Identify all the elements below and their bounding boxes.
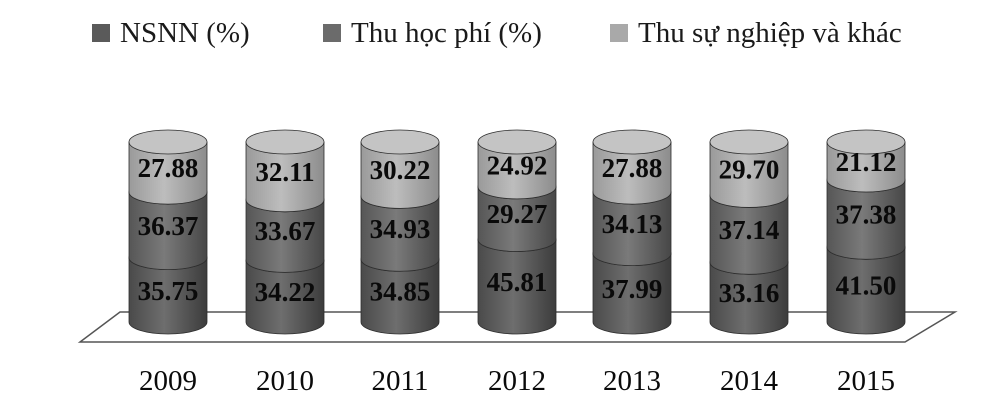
bar-segment-top-2011-2	[360, 129, 440, 155]
bar-segment-2012-2	[477, 141, 557, 200]
bar-segment-2009-2	[128, 141, 208, 205]
bar-segment-2010-1	[245, 199, 325, 273]
data-label-2012-1: 29.27	[487, 199, 548, 229]
x-tick-2014: 2014	[720, 365, 779, 397]
bar-segment-top-2009-2	[128, 129, 208, 155]
x-tick-2015: 2015	[837, 365, 895, 397]
legend-label-1: Thu học phí (%)	[351, 17, 542, 49]
bar-column-2009	[128, 129, 208, 335]
x-tick-2009: 2009	[139, 365, 197, 397]
data-label-2011-1: 34.93	[370, 214, 431, 244]
data-label-2009-1: 36.37	[138, 211, 199, 241]
x-tick-2012: 2012	[488, 365, 546, 397]
data-label-2015-1: 37.38	[836, 200, 897, 230]
legend-swatch-1	[323, 24, 341, 42]
data-label-2010-0: 34.22	[255, 277, 316, 307]
bar-column-2013	[592, 129, 672, 335]
bar-segment-2010-2	[245, 141, 325, 213]
bar-segment-2015-1	[826, 179, 906, 260]
data-label-2010-1: 33.67	[255, 216, 316, 246]
x-tick-2013: 2013	[603, 365, 661, 397]
bar-segment-2013-2	[592, 141, 672, 205]
bar-segment-2015-0	[826, 246, 906, 335]
data-label-2011-0: 34.85	[370, 277, 431, 307]
bar-segment-top-2015-2	[826, 129, 906, 155]
bar-column-2010	[245, 129, 325, 335]
data-label-2009-2: 27.88	[138, 153, 199, 183]
bar-segment-2009-0	[128, 257, 208, 335]
bar-column-2011	[360, 129, 440, 335]
legend-swatch-0	[92, 24, 110, 42]
legend-label-0: NSNN (%)	[120, 17, 250, 49]
data-label-2014-1: 37.14	[719, 215, 780, 245]
bar-segment-2015-2	[826, 141, 906, 193]
value-labels: 35.75 36.37 27.88 34.22 33.67 32.11 34.85 34.93…	[138, 147, 897, 308]
x-tick-2011: 2011	[372, 365, 429, 397]
bar-column-2014	[709, 129, 789, 335]
bar-segment-2012-0	[477, 239, 557, 335]
data-label-2012-2: 24.92	[487, 150, 548, 180]
bar-segment-2011-2	[360, 141, 440, 209]
data-label-2015-2: 21.12	[836, 147, 897, 177]
x-axis-tick-labels: 2009 2010 2011 2012 2013 2014 2015	[139, 365, 895, 397]
bar-segment-top-2010-2	[245, 129, 325, 155]
data-label-2010-2: 32.11	[255, 157, 314, 187]
data-label-2014-0: 33.16	[719, 278, 780, 308]
bar-column-2012	[477, 129, 557, 335]
bar-segment-top-2013-2	[592, 129, 672, 155]
bar-segment-2014-2	[709, 141, 789, 208]
bar-segment-2009-1	[128, 191, 208, 271]
legend: NSNN (%) Thu học phí (%) Thu sự nghiệp và …	[92, 17, 902, 49]
data-label-2013-0: 37.99	[602, 274, 663, 304]
bar-segment-2012-1	[477, 186, 557, 252]
bars	[128, 129, 906, 335]
bar-segment-2014-1	[709, 195, 789, 275]
data-label-2013-1: 34.13	[602, 209, 663, 239]
bar-column-2015	[826, 129, 906, 335]
x-tick-2010: 2010	[256, 365, 314, 397]
bar-segment-top-2014-2	[709, 129, 789, 155]
data-label-2011-2: 30.22	[370, 155, 431, 185]
bar-segment-2014-0	[709, 261, 789, 335]
legend-swatch-2	[610, 24, 628, 42]
bar-segment-2011-1	[360, 195, 440, 272]
data-label-2014-2: 29.70	[719, 155, 780, 185]
bar-segment-top-2012-2	[477, 129, 557, 155]
data-label-2015-0: 41.50	[836, 271, 897, 301]
data-label-2009-0: 35.75	[138, 276, 199, 306]
bar-segment-2011-0	[360, 258, 440, 335]
legend-label-2: Thu sự nghiệp và khác	[638, 17, 902, 49]
bar-segment-2013-1	[592, 191, 672, 267]
data-label-2012-0: 45.81	[487, 267, 548, 297]
data-label-2013-2: 27.88	[602, 153, 663, 183]
bar-segment-2010-0	[245, 260, 325, 335]
bar-segment-2013-0	[592, 253, 672, 335]
